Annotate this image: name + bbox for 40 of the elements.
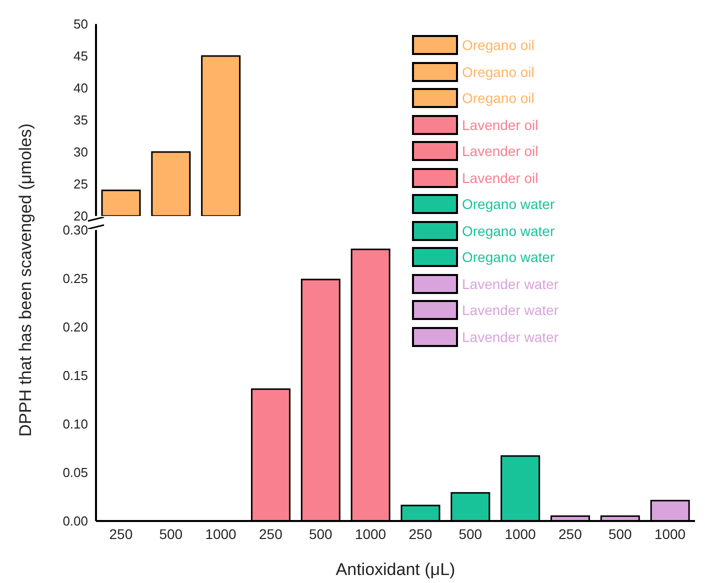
legend-label: Oregano water [462,196,555,212]
legend-label: Oregano water [462,249,555,266]
legend-label: Lavender water [462,328,559,345]
legend-label: Oregano oil [462,64,534,80]
y-tick-label: 25 [74,176,88,192]
x-tick-label: 1000 [354,526,386,542]
y-tick-label: 0.15 [62,368,88,384]
y-tick-label: 0.05 [62,465,88,480]
x-tick-label: 250 [558,526,582,542]
x-tick-label: 500 [608,526,632,542]
y-tick-label: 0.25 [62,271,88,286]
x-tick-label: 250 [259,526,283,542]
y-tick-label: 35 [74,112,88,128]
legend-label: Lavender oil [462,143,538,160]
x-tick-label: 1000 [654,526,686,542]
y-tick-label: 40 [74,80,88,96]
x-tick-label: 500 [308,526,333,542]
legend-label: Lavender water [462,302,559,318]
y-tick-label: 0.20 [62,320,88,335]
x-tick-label: 250 [109,526,133,542]
y-tick-label: 0.00 [62,514,88,529]
y-tick-label: 0.10 [62,416,88,432]
x-tick-label: 250 [408,526,432,542]
y-tick-label: 20 [74,208,88,224]
x-tick-label: 500 [159,526,183,542]
x-tick-label: 1000 [205,526,237,542]
y-tick-label: 50 [74,16,88,32]
y-tick-label: 30 [74,144,88,160]
legend-label: Oregano water [462,222,555,239]
legend-label: Lavender water [462,276,559,292]
legend-label: Lavender oil [462,170,538,186]
y-tick-label: 45 [74,48,88,64]
x-tick-label: 500 [458,526,482,542]
legend-label: Lavender oil [462,116,538,133]
legend-label: Oregano oil [462,37,534,54]
y-axis-title: DPPH that has been scavenged (μmoles) [16,123,36,437]
x-axis-title: Antioxidant (μL) [336,560,456,579]
legend-label: Oregano oil [462,90,534,106]
x-tick-label: 1000 [504,526,536,542]
y-tick-label: 0.30 [62,222,88,238]
